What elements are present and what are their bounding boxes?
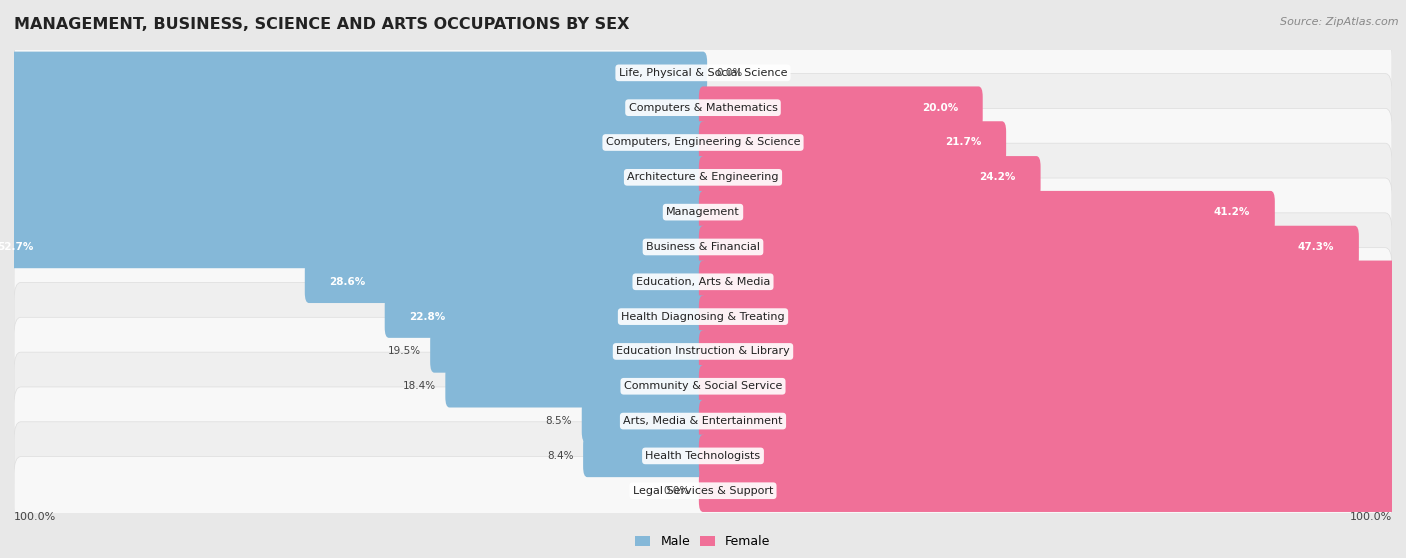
Text: 24.2%: 24.2% [980,172,1015,182]
FancyBboxPatch shape [14,39,1392,107]
FancyBboxPatch shape [14,108,1392,177]
Text: 100.0%: 100.0% [14,512,56,522]
FancyBboxPatch shape [699,86,983,129]
Text: Architecture & Engineering: Architecture & Engineering [627,172,779,182]
FancyBboxPatch shape [14,456,1392,525]
Text: Community & Social Service: Community & Social Service [624,381,782,391]
Text: 28.6%: 28.6% [329,277,366,287]
FancyBboxPatch shape [14,318,1392,386]
FancyBboxPatch shape [699,469,1406,512]
Text: 18.4%: 18.4% [402,381,436,391]
FancyBboxPatch shape [0,51,707,94]
FancyBboxPatch shape [699,156,1040,199]
FancyBboxPatch shape [385,295,707,338]
FancyBboxPatch shape [699,435,1406,477]
Text: Health Technologists: Health Technologists [645,451,761,461]
Text: 41.2%: 41.2% [1213,207,1250,217]
FancyBboxPatch shape [699,261,1406,303]
Text: 52.7%: 52.7% [0,242,34,252]
Text: 19.5%: 19.5% [388,347,420,357]
FancyBboxPatch shape [582,400,707,442]
FancyBboxPatch shape [699,330,1406,373]
Text: Education, Arts & Media: Education, Arts & Media [636,277,770,287]
FancyBboxPatch shape [14,387,1392,455]
FancyBboxPatch shape [699,121,1007,163]
Text: Management: Management [666,207,740,217]
FancyBboxPatch shape [0,121,707,163]
FancyBboxPatch shape [430,330,707,373]
FancyBboxPatch shape [14,352,1392,420]
FancyBboxPatch shape [14,282,1392,351]
FancyBboxPatch shape [14,143,1392,211]
FancyBboxPatch shape [0,226,707,268]
Text: Computers & Mathematics: Computers & Mathematics [628,103,778,113]
Legend: Male, Female: Male, Female [630,531,776,554]
FancyBboxPatch shape [14,74,1392,142]
FancyBboxPatch shape [699,191,1275,233]
FancyBboxPatch shape [0,86,707,129]
Text: 8.4%: 8.4% [547,451,574,461]
Text: 47.3%: 47.3% [1298,242,1334,252]
Text: 100.0%: 100.0% [1350,512,1392,522]
Text: 0.0%: 0.0% [717,68,742,78]
FancyBboxPatch shape [14,213,1392,281]
Text: Arts, Media & Entertainment: Arts, Media & Entertainment [623,416,783,426]
FancyBboxPatch shape [699,365,1406,407]
FancyBboxPatch shape [583,435,707,477]
Text: Source: ZipAtlas.com: Source: ZipAtlas.com [1281,17,1399,27]
Text: Health Diagnosing & Treating: Health Diagnosing & Treating [621,311,785,321]
FancyBboxPatch shape [699,295,1406,338]
Text: 0.0%: 0.0% [664,485,689,496]
Text: 20.0%: 20.0% [922,103,957,113]
FancyBboxPatch shape [14,248,1392,316]
Text: MANAGEMENT, BUSINESS, SCIENCE AND ARTS OCCUPATIONS BY SEX: MANAGEMENT, BUSINESS, SCIENCE AND ARTS O… [14,17,630,32]
FancyBboxPatch shape [305,261,707,303]
Text: Computers, Engineering & Science: Computers, Engineering & Science [606,137,800,147]
FancyBboxPatch shape [699,226,1358,268]
FancyBboxPatch shape [446,365,707,407]
FancyBboxPatch shape [14,422,1392,490]
Text: 22.8%: 22.8% [409,311,446,321]
Text: 8.5%: 8.5% [546,416,572,426]
Text: Life, Physical & Social Science: Life, Physical & Social Science [619,68,787,78]
FancyBboxPatch shape [14,178,1392,246]
Text: 21.7%: 21.7% [945,137,981,147]
FancyBboxPatch shape [0,156,707,199]
Text: Legal Services & Support: Legal Services & Support [633,485,773,496]
Text: Business & Financial: Business & Financial [645,242,761,252]
Text: Education Instruction & Library: Education Instruction & Library [616,347,790,357]
FancyBboxPatch shape [699,400,1406,442]
FancyBboxPatch shape [0,191,707,233]
